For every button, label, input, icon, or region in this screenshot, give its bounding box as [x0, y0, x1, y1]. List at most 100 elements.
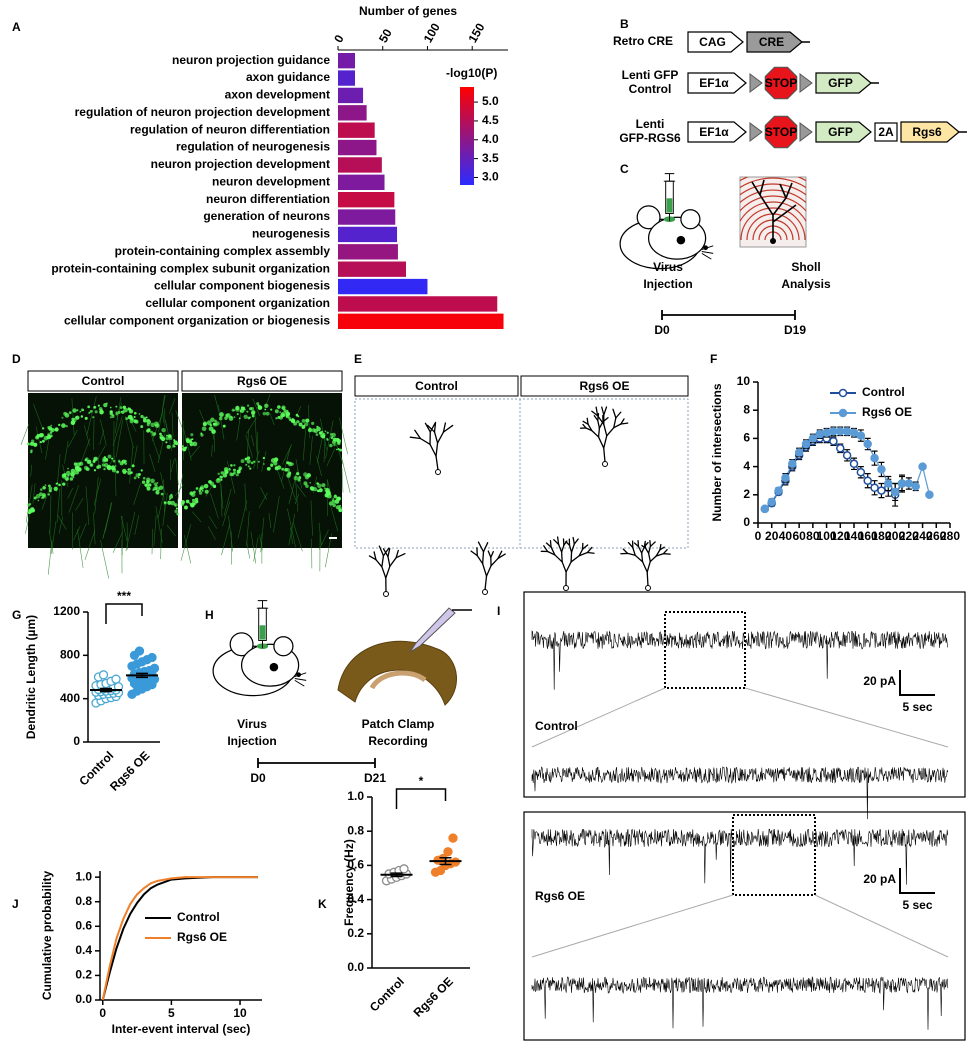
marker: [899, 480, 906, 487]
dendrite: [382, 556, 384, 567]
cell: [339, 449, 342, 452]
marker: [871, 455, 878, 462]
construct-label: Lenti: [636, 117, 665, 131]
dendrite: [645, 543, 646, 548]
cell: [281, 468, 284, 471]
cell: [247, 417, 250, 420]
cell: [94, 469, 96, 471]
cell: [123, 406, 126, 409]
dendrite: [587, 553, 594, 554]
marker: [823, 429, 830, 436]
marker: [878, 487, 885, 494]
cell: [61, 423, 66, 428]
cell: [103, 468, 105, 470]
dendrite: [649, 553, 651, 561]
significance: ***: [117, 589, 131, 603]
soma: [564, 586, 569, 591]
cell: [214, 420, 217, 423]
marker: [768, 498, 775, 505]
y-tick-label: 400: [60, 691, 80, 705]
marker: [885, 480, 892, 487]
y-axis-label: Frequency (Hz): [342, 839, 356, 926]
cell: [134, 416, 136, 418]
cell: [291, 418, 294, 421]
dendrite: [621, 423, 628, 424]
cell: [271, 458, 276, 463]
bar: [338, 192, 394, 207]
syringe-fluid: [260, 625, 266, 639]
cell: [302, 419, 306, 423]
cell: [319, 431, 324, 436]
marker: [864, 477, 871, 484]
cell: [159, 435, 163, 439]
y-tick-label: 0.0: [75, 992, 92, 1006]
cell: [231, 473, 234, 476]
cell: [150, 431, 153, 434]
cell: [275, 409, 279, 413]
y-tick-label: 800: [60, 648, 80, 662]
y-tick-label: 0.6: [75, 918, 92, 932]
cell: [106, 403, 108, 405]
panel-label: G: [12, 608, 21, 622]
cell: [224, 416, 227, 419]
header-label: Rgs6 OE: [237, 374, 287, 388]
zoom-box: [733, 815, 815, 895]
category-label: axon development: [225, 88, 330, 102]
cell: [182, 447, 186, 451]
cell: [296, 414, 299, 417]
cell: [196, 487, 199, 490]
part-label: CAG: [699, 35, 726, 49]
cell: [286, 473, 290, 477]
cell: [195, 500, 198, 503]
cell: [339, 505, 341, 507]
bar: [338, 70, 355, 85]
cell: [123, 471, 126, 474]
cell: [279, 415, 283, 419]
cell: [134, 412, 137, 415]
cell: [333, 498, 335, 500]
loxp: [750, 74, 762, 92]
cell: [49, 436, 52, 439]
dendrite: [485, 576, 487, 590]
cell: [207, 420, 212, 425]
marker: [851, 460, 858, 467]
y-axis-label: Number of intersections: [710, 383, 724, 521]
bar: [338, 262, 406, 277]
cell: [265, 409, 267, 411]
cell: [113, 460, 116, 463]
cell: [112, 467, 114, 469]
y-tick-label: 0: [73, 734, 80, 748]
cell: [220, 479, 222, 481]
cell: [148, 483, 151, 486]
header-label: Control: [82, 374, 125, 388]
cell: [263, 457, 265, 459]
cell: [263, 463, 265, 465]
cell: [237, 470, 241, 474]
marker: [789, 460, 796, 467]
cell: [253, 461, 255, 463]
cell: [173, 440, 178, 445]
loxp: [800, 74, 812, 92]
cell: [73, 410, 75, 412]
cell: [233, 464, 235, 466]
scale-x-label: 5 sec: [902, 898, 932, 912]
part-label: EF1α: [699, 76, 729, 90]
marker: [837, 445, 844, 452]
step-label: Patch Clamp: [362, 717, 435, 731]
part-label: GFP: [828, 125, 853, 139]
cell: [90, 463, 94, 467]
header-label: Rgs6 OE: [579, 379, 629, 393]
cell: [192, 504, 194, 506]
cell: [336, 497, 340, 501]
step-label: Injection: [643, 277, 692, 291]
cell: [303, 481, 307, 485]
part-label: STOP: [765, 76, 797, 90]
cell: [128, 415, 133, 420]
cell: [49, 490, 52, 493]
cell: [70, 477, 73, 480]
y-tick-label: 10: [737, 374, 751, 388]
scale-y-label: 20 pA: [863, 674, 896, 688]
dendrite: [650, 541, 651, 547]
